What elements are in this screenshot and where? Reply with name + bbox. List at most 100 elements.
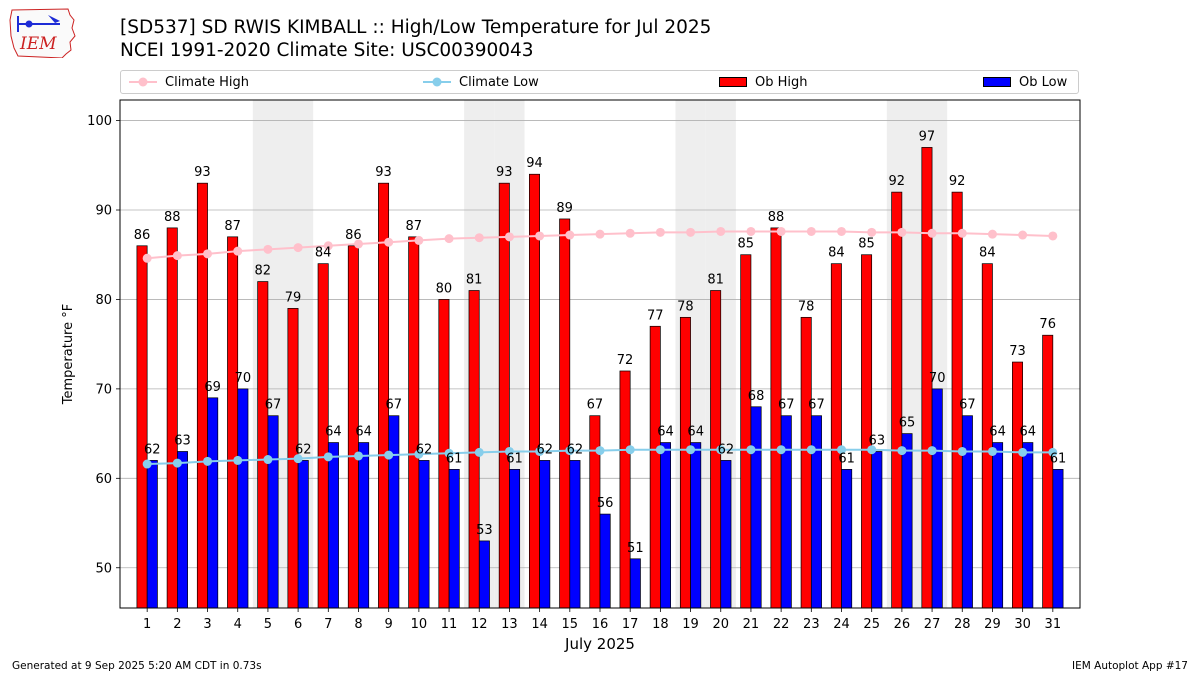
climate-low-point xyxy=(293,454,303,464)
legend-climate-low-marker xyxy=(423,77,451,87)
label-ob-high: 78 xyxy=(798,299,815,314)
label-ob-high: 81 xyxy=(466,273,483,288)
legend-item-climate-high: Climate High xyxy=(129,71,249,93)
bar-ob-low xyxy=(478,540,490,609)
bar-ob-high xyxy=(498,182,510,609)
legend-ob-low-label: Ob Low xyxy=(1019,74,1068,90)
bar-ob-high xyxy=(981,263,993,609)
climate-low-point xyxy=(233,455,243,465)
label-ob-low: 68 xyxy=(748,389,765,404)
label-ob-high: 80 xyxy=(436,281,453,296)
climate-low-point xyxy=(384,450,394,460)
climate-low-point xyxy=(716,445,726,455)
y-tick-label: 100 xyxy=(87,114,112,129)
bar-ob-high xyxy=(830,263,842,609)
label-ob-high: 84 xyxy=(979,246,996,261)
label-ob-low: 62 xyxy=(295,442,312,457)
label-ob-high: 76 xyxy=(1039,317,1056,332)
climate-high-point xyxy=(414,235,424,245)
climate-low-point xyxy=(776,445,786,455)
x-tick-label: 9 xyxy=(385,617,393,632)
climate-low-point xyxy=(535,446,545,456)
climate-high-point xyxy=(172,251,182,261)
bar-ob-high xyxy=(951,191,963,609)
label-ob-low: 63 xyxy=(869,433,886,448)
label-ob-high: 84 xyxy=(315,246,332,261)
bar-ob-high xyxy=(317,263,329,609)
bar-ob-low xyxy=(750,406,762,609)
bar-ob-low xyxy=(509,469,521,609)
bar-ob-low xyxy=(237,388,249,609)
label-ob-low: 64 xyxy=(687,425,704,440)
climate-low-point xyxy=(353,451,363,461)
bar-ob-low xyxy=(569,460,581,609)
weekend-shade-day-13 xyxy=(494,100,525,608)
weekend-shade-day-12 xyxy=(464,100,495,608)
climate-low-point xyxy=(867,445,877,455)
x-tick-label: 6 xyxy=(294,617,302,632)
label-ob-high: 87 xyxy=(405,219,422,234)
footer-app-id: IEM Autoplot App #17 xyxy=(1072,660,1188,672)
x-tick-label: 13 xyxy=(501,617,518,632)
x-tick-label: 24 xyxy=(833,617,850,632)
chart-subtitle: NCEI 1991-2020 Climate Site: USC00390043 xyxy=(120,40,534,61)
label-ob-high: 93 xyxy=(496,165,513,180)
bar-ob-high xyxy=(589,415,601,609)
bar-ob-low xyxy=(327,442,339,609)
label-ob-high: 84 xyxy=(828,246,845,261)
label-ob-low: 51 xyxy=(627,541,644,556)
climate-high-point xyxy=(384,237,394,247)
x-tick-label: 20 xyxy=(712,617,729,632)
label-ob-low: 64 xyxy=(1020,425,1037,440)
label-ob-high: 93 xyxy=(194,165,211,180)
bar-ob-high xyxy=(559,218,571,609)
climate-high-point xyxy=(716,226,726,236)
label-ob-high: 88 xyxy=(164,210,181,225)
label-ob-high: 92 xyxy=(888,174,905,189)
weekend-shade-day-26 xyxy=(886,100,917,608)
climate-low-point xyxy=(837,445,847,455)
legend-ob-high-swatch xyxy=(719,77,747,87)
bar-ob-high xyxy=(468,290,480,609)
label-ob-high: 81 xyxy=(707,273,724,288)
bar-ob-low xyxy=(629,558,641,609)
label-ob-high: 93 xyxy=(375,165,392,180)
label-ob-high: 92 xyxy=(949,174,966,189)
climate-high-point xyxy=(474,233,484,243)
label-ob-low: 56 xyxy=(597,496,614,511)
x-tick-label: 1 xyxy=(143,617,151,632)
bar-ob-low xyxy=(931,388,943,609)
x-tick-label: 27 xyxy=(924,617,941,632)
climate-high-line xyxy=(147,230,1053,260)
x-tick-label: 11 xyxy=(441,617,458,632)
climate-high-point xyxy=(867,227,877,237)
climate-high-point xyxy=(746,226,756,236)
x-axis-label: July 2025 xyxy=(564,635,635,653)
climate-low-point xyxy=(927,446,937,456)
climate-high-point xyxy=(595,229,605,239)
bar-ob-low xyxy=(599,513,611,609)
climate-high-point xyxy=(987,229,997,239)
climate-high-point xyxy=(323,241,333,251)
legend-item-ob-high: Ob High xyxy=(719,71,808,93)
label-ob-low: 61 xyxy=(506,451,523,466)
climate-high-point xyxy=(263,244,273,254)
label-ob-low: 64 xyxy=(355,425,372,440)
label-ob-low: 64 xyxy=(989,425,1006,440)
bar-ob-low xyxy=(1022,442,1034,609)
label-ob-low: 67 xyxy=(265,398,282,413)
label-ob-low: 70 xyxy=(929,371,946,386)
bar-ob-low xyxy=(267,415,279,609)
weekend-shade-day-6 xyxy=(283,100,314,608)
bar-ob-high xyxy=(136,245,148,609)
climate-low-point xyxy=(565,446,575,456)
climate-high-point xyxy=(806,226,816,236)
label-ob-low: 67 xyxy=(386,398,403,413)
climate-low-point xyxy=(1018,447,1028,457)
climate-low-point xyxy=(474,447,484,457)
bar-ob-high xyxy=(891,191,903,609)
x-tick-label: 14 xyxy=(531,617,548,632)
weekend-shade-day-5 xyxy=(252,100,284,608)
label-ob-low: 67 xyxy=(778,398,795,413)
climate-high-point xyxy=(444,234,454,244)
